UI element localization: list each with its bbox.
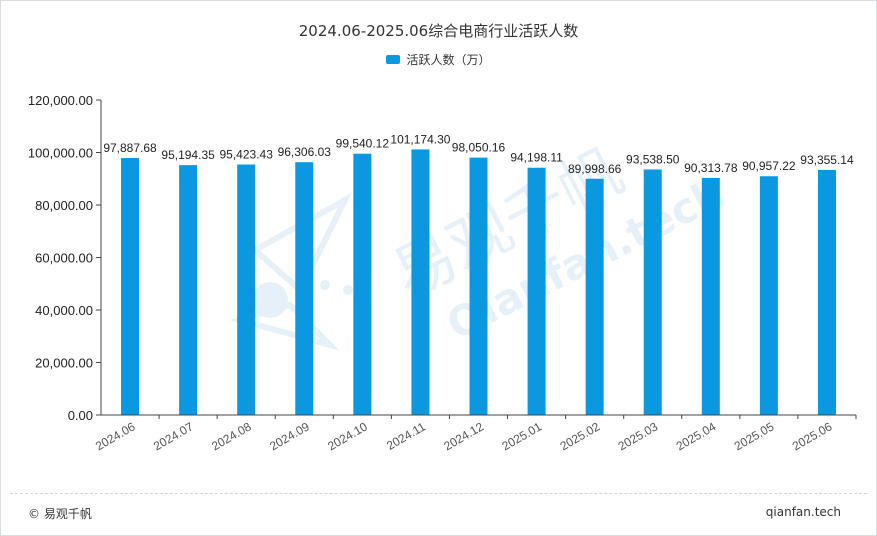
data-label: 93,538.50: [626, 152, 680, 166]
x-tick-label: 2025.06: [790, 419, 835, 453]
x-tick-label: 2024.09: [267, 419, 312, 453]
data-label: 97,887.68: [103, 141, 157, 155]
bar[interactable]: [585, 178, 604, 415]
data-label: 99,540.12: [336, 137, 390, 151]
legend-swatch: [386, 55, 401, 64]
bar[interactable]: [237, 164, 256, 415]
bar[interactable]: [353, 153, 372, 415]
y-tick-label: 40,000.00: [35, 303, 93, 318]
bar[interactable]: [411, 149, 430, 415]
x-tick-label: 2024.12: [441, 419, 486, 453]
x-tick-label: 2025.04: [674, 419, 719, 453]
y-tick-label: 100,000.00: [28, 146, 93, 161]
bar[interactable]: [469, 157, 488, 415]
y-axis: 0.00 20,000.00 40,000.00 60,000.00 80,000.00…: [28, 93, 102, 423]
data-label: 95,194.35: [161, 148, 215, 162]
x-axis: 2024.06 2024.07 2024.08 2024.09 2024.10 2024.…: [93, 414, 857, 453]
footer-site[interactable]: qianfan.tech: [765, 505, 841, 519]
bar[interactable]: [643, 169, 662, 415]
data-label: 98,050.16: [452, 141, 506, 155]
x-tick-label: 2025.03: [616, 419, 661, 453]
data-labels: 97,887.68 95,194.35 95,423.43 96,306.03 99,5…: [103, 132, 854, 175]
x-tick-label: 2024.08: [209, 419, 254, 453]
footer-divider: [10, 493, 867, 494]
y-tick-label: 120,000.00: [28, 93, 93, 108]
y-tick-label: 80,000.00: [35, 198, 93, 213]
data-label: 90,313.78: [684, 161, 738, 175]
chart-title: 2024.06-2025.06综合电商行业活跃人数: [298, 22, 579, 40]
bar[interactable]: [759, 176, 778, 415]
x-tick-label: 2025.01: [499, 419, 544, 453]
legend[interactable]: 活跃人数（万）: [0, 51, 877, 68]
chart-plot: 易观千帆 Qianfan.tech 0.0020,000.0040,000.00…: [28, 93, 857, 453]
footer-copyright: © 易观千帆: [28, 507, 92, 521]
y-tick-label: 0.00: [68, 408, 93, 423]
data-label: 95,423.43: [219, 148, 273, 162]
data-label: 94,198.11: [510, 151, 563, 165]
data-label: 101,174.30: [390, 132, 450, 146]
x-tick-label: 2024.10: [325, 419, 370, 453]
bar[interactable]: [701, 177, 720, 415]
bar[interactable]: [527, 167, 546, 415]
x-tick-label: 2025.05: [732, 419, 777, 453]
legend-label: 活跃人数（万）: [406, 53, 491, 67]
data-label: 90,957.22: [742, 159, 796, 173]
x-tick-label: 2025.02: [558, 419, 603, 453]
bar[interactable]: [295, 162, 314, 415]
y-tick-label: 60,000.00: [35, 251, 93, 266]
bar[interactable]: [817, 169, 836, 415]
y-tick-label: 20,000.00: [35, 356, 93, 371]
bar[interactable]: [121, 158, 140, 415]
bar[interactable]: [179, 165, 198, 415]
x-tick-label: 2024.07: [151, 419, 196, 453]
data-label: 93,355.14: [800, 153, 854, 167]
data-label: 96,306.03: [278, 145, 332, 159]
bars: [121, 149, 836, 415]
data-label: 89,998.66: [568, 162, 622, 176]
x-tick-label: 2024.11: [384, 419, 428, 453]
x-tick-label: 2024.06: [93, 419, 138, 453]
